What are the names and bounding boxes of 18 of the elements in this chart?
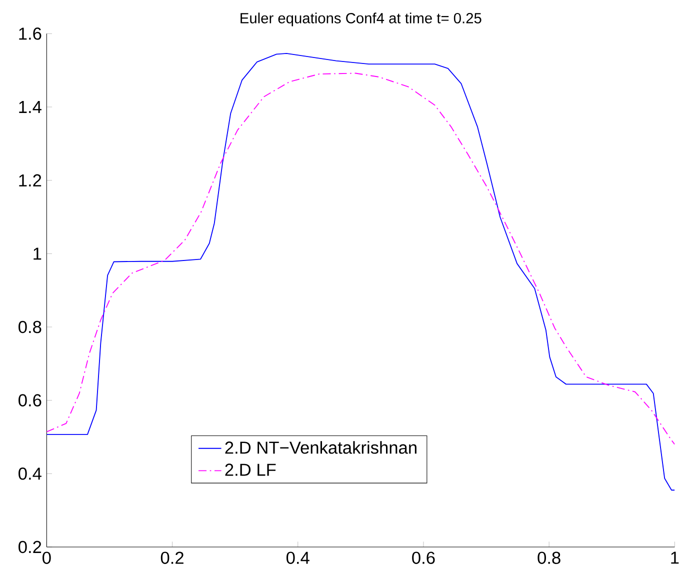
- chart-title: Euler equations Conf4 at time t= 0.25: [240, 12, 482, 26]
- y-tick-label: 1: [34, 248, 42, 260]
- line-series: [46, 52, 675, 491]
- y-tick-label: 0.2: [18, 540, 42, 554]
- y-tick-label: 0.4: [18, 468, 42, 480]
- y-tick-label: 1.2: [19, 174, 42, 186]
- y-tick-label: 0.8: [18, 320, 42, 334]
- x-tick-label: 0.6: [412, 552, 435, 564]
- y-tick-label: 0.6: [18, 394, 42, 406]
- x-tick-label: 0.2: [160, 552, 184, 564]
- x-tick-label: 0.4: [286, 552, 310, 564]
- x-tick-label: 0: [42, 552, 51, 564]
- x-tick-label: 1: [671, 552, 679, 564]
- y-tick-label: 1.6: [19, 28, 42, 40]
- x-tick-label: 0.8: [538, 552, 560, 564]
- legend-label: 2.D LF: [225, 464, 276, 476]
- legend-label: 2.D NT−Venkatakrishnan: [225, 441, 416, 454]
- y-tick-label: 1.4: [19, 101, 42, 113]
